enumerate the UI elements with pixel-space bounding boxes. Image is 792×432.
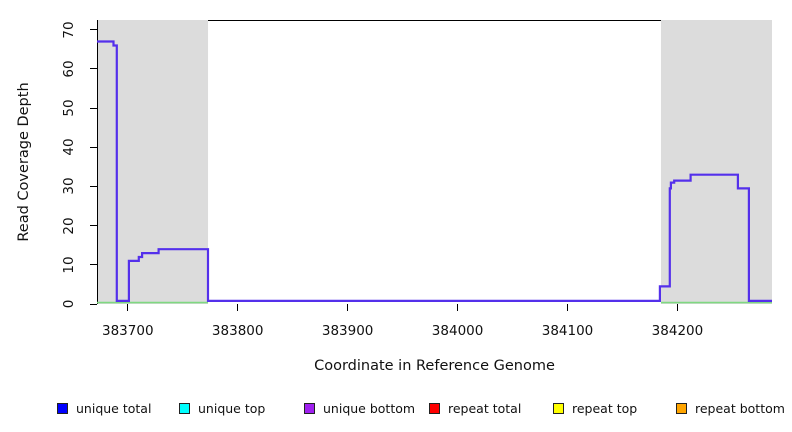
y-tick-label: 40 (61, 138, 77, 156)
y-tick-mark (90, 29, 97, 31)
x-axis-title: Coordinate in Reference Genome (314, 358, 555, 374)
y-tick-label: 50 (61, 99, 77, 117)
x-tick-label: 384200 (651, 323, 704, 339)
y-tick-mark (90, 146, 97, 148)
y-tick-mark (90, 303, 97, 305)
y-tick-mark (90, 185, 97, 187)
legend-label: unique bottom (323, 401, 416, 416)
legend-label: unique top (198, 401, 266, 416)
legend-swatch-icon (304, 403, 315, 414)
legend-entry-repeat-total: repeat total (429, 401, 521, 416)
legend-entry-unique-top: unique top (179, 401, 265, 416)
x-tick-label: 383700 (102, 323, 154, 339)
legend-swatch-icon (429, 403, 440, 414)
legend-swatch-icon (553, 403, 564, 414)
x-tick-label: 383800 (211, 323, 264, 339)
x-tick-mark (347, 304, 349, 311)
x-tick-label: 384100 (541, 323, 594, 339)
x-tick-mark (127, 304, 129, 311)
legend-swatch-icon (676, 403, 687, 414)
y-tick-mark (90, 225, 97, 227)
legend-label: repeat bottom (695, 401, 785, 416)
legend-swatch-icon (57, 403, 68, 414)
y-axis-title: Read Coverage Depth (16, 82, 32, 242)
y-tick-label: 10 (61, 256, 77, 274)
plot-area (97, 20, 772, 304)
legend-label: repeat total (448, 401, 522, 416)
legend-entry-unique-bottom: unique bottom (304, 401, 415, 416)
y-tick-mark (90, 107, 97, 109)
y-tick-mark (90, 68, 97, 70)
repeat-region-left (97, 20, 209, 304)
legend-entry-repeat-bottom: repeat bottom (676, 401, 785, 416)
legend-label: repeat top (572, 401, 638, 416)
legend-label: unique total (76, 401, 152, 416)
y-tick-label: 70 (61, 21, 77, 39)
y-tick-label: 60 (61, 60, 77, 78)
x-tick-mark (567, 304, 569, 311)
x-tick-mark (457, 304, 459, 311)
x-tick-mark (676, 304, 678, 311)
x-tick-label: 384000 (431, 323, 484, 339)
y-tick-label: 0 (61, 299, 77, 309)
coverage-profile-line (97, 40, 772, 302)
x-tick-mark (237, 304, 239, 311)
repeat-region-right (660, 20, 772, 304)
legend-entry-repeat-top: repeat top (553, 401, 637, 416)
legend-swatch-icon (179, 403, 190, 414)
x-tick-label: 383900 (321, 323, 374, 339)
y-tick-label: 20 (61, 217, 77, 235)
legend-entry-unique-total: unique total (57, 401, 151, 416)
y-tick-label: 30 (61, 177, 77, 196)
y-tick-mark (90, 264, 97, 266)
